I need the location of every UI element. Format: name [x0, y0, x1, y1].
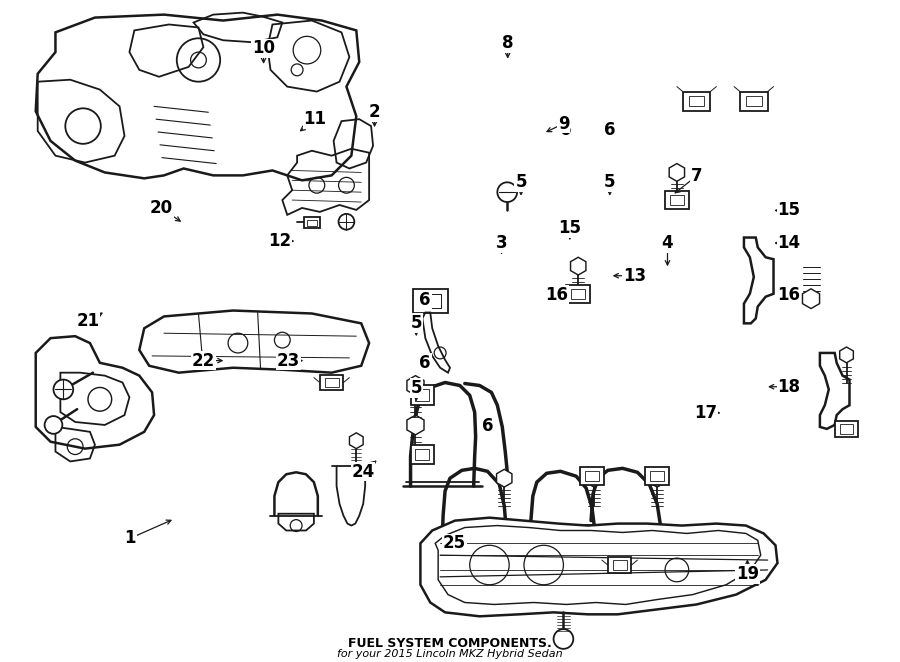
Text: 5: 5: [410, 314, 422, 332]
Text: 19: 19: [736, 565, 759, 583]
Text: FUEL SYSTEM COMPONENTS.: FUEL SYSTEM COMPONENTS.: [348, 638, 552, 651]
Polygon shape: [412, 289, 448, 312]
Polygon shape: [36, 15, 359, 180]
Polygon shape: [566, 285, 590, 303]
Text: 7: 7: [691, 167, 703, 185]
Text: 11: 11: [303, 110, 327, 128]
Polygon shape: [586, 469, 602, 487]
Polygon shape: [349, 433, 363, 449]
Polygon shape: [304, 217, 320, 228]
Polygon shape: [581, 524, 605, 542]
Text: 5: 5: [604, 173, 616, 191]
Text: 1: 1: [125, 529, 136, 547]
Polygon shape: [571, 258, 586, 275]
Text: 6: 6: [604, 121, 616, 139]
Text: 10: 10: [252, 40, 275, 58]
Text: 20: 20: [150, 199, 173, 218]
Circle shape: [338, 214, 355, 230]
Polygon shape: [650, 469, 665, 487]
Text: 23: 23: [277, 352, 300, 369]
Text: 14: 14: [778, 234, 801, 252]
Text: 3: 3: [496, 234, 508, 252]
Polygon shape: [410, 385, 434, 405]
Polygon shape: [834, 421, 859, 437]
Text: 5: 5: [410, 379, 422, 397]
Polygon shape: [803, 289, 820, 308]
Text: 6: 6: [419, 354, 431, 372]
Text: 4: 4: [662, 234, 673, 252]
Text: 16: 16: [778, 286, 801, 305]
Polygon shape: [740, 91, 768, 111]
Circle shape: [554, 629, 573, 649]
Polygon shape: [608, 557, 632, 573]
Text: 21: 21: [76, 312, 99, 330]
Text: 9: 9: [558, 115, 570, 132]
Polygon shape: [820, 353, 850, 429]
Circle shape: [498, 182, 518, 202]
Circle shape: [53, 379, 73, 399]
Polygon shape: [36, 336, 154, 449]
Circle shape: [45, 416, 62, 434]
Text: 22: 22: [192, 352, 215, 369]
Text: 17: 17: [694, 404, 717, 422]
Text: 6: 6: [419, 291, 431, 309]
Polygon shape: [420, 518, 778, 616]
Polygon shape: [407, 415, 424, 435]
Polygon shape: [744, 238, 773, 323]
Text: 6: 6: [482, 417, 493, 435]
Polygon shape: [670, 164, 685, 181]
Polygon shape: [665, 191, 688, 209]
Text: 18: 18: [778, 378, 801, 396]
Text: 25: 25: [443, 534, 466, 553]
Text: 24: 24: [351, 463, 374, 481]
Text: 6: 6: [560, 121, 572, 139]
Polygon shape: [407, 375, 424, 395]
Text: 16: 16: [545, 286, 568, 305]
Text: 8: 8: [502, 34, 514, 52]
Text: 2: 2: [369, 103, 381, 122]
Text: 12: 12: [268, 232, 291, 250]
Polygon shape: [410, 445, 434, 465]
Text: 5: 5: [516, 173, 526, 191]
Polygon shape: [320, 375, 344, 391]
Polygon shape: [497, 469, 512, 487]
Polygon shape: [580, 467, 604, 485]
Polygon shape: [140, 310, 369, 373]
Polygon shape: [645, 467, 669, 485]
Text: 13: 13: [623, 267, 646, 285]
Text: 15: 15: [778, 201, 801, 219]
Text: for your 2015 Lincoln MKZ Hybrid Sedan: for your 2015 Lincoln MKZ Hybrid Sedan: [338, 649, 562, 659]
Polygon shape: [840, 347, 853, 363]
Text: 15: 15: [558, 219, 581, 237]
Polygon shape: [683, 91, 710, 111]
